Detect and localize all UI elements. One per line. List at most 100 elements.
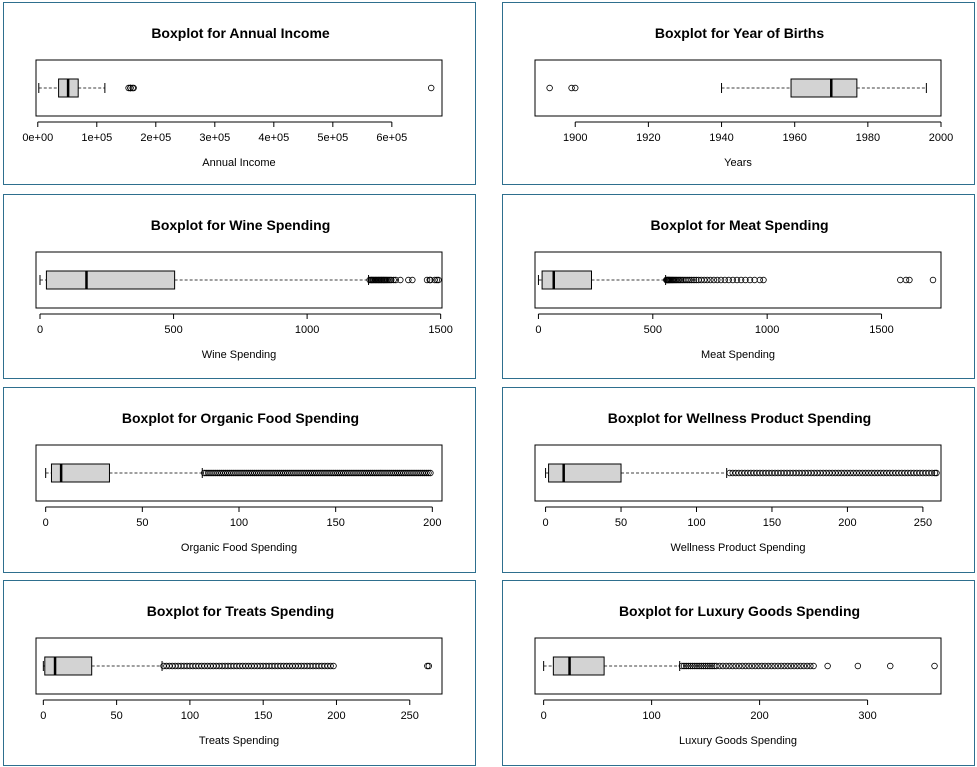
- x-tick-label: 50: [110, 710, 122, 722]
- outlier-point: [887, 662, 894, 670]
- outlier-point: [735, 662, 743, 670]
- outlier-point: [733, 276, 741, 284]
- outlier-point: [742, 276, 749, 284]
- outlier-point: [719, 662, 727, 670]
- x-tick-label: 200: [838, 517, 856, 529]
- x-axis-label: Treats Spending: [199, 735, 279, 747]
- outlier-point: [721, 276, 729, 284]
- outlier-point: [897, 276, 904, 284]
- outlier-point: [811, 469, 818, 477]
- chart-title: Boxplot for Meat Spending: [650, 217, 828, 233]
- x-tick-label: 0: [543, 517, 549, 529]
- x-axis-label: Wine Spending: [202, 349, 277, 361]
- x-tick-label: 0: [535, 324, 541, 336]
- x-tick-label: 250: [914, 517, 932, 529]
- iqr-box: [552, 656, 605, 676]
- outlier-point: [889, 469, 896, 477]
- x-axis-label: Luxury Goods Spending: [679, 735, 797, 747]
- x-tick-label: 4e+05: [258, 132, 289, 144]
- outlier-point: [916, 469, 924, 477]
- outlier-point: [739, 662, 746, 670]
- x-tick-label: 2000: [929, 132, 953, 144]
- chart-title: Boxplot for Luxury Goods Spending: [619, 603, 860, 619]
- outlier-point: [726, 662, 733, 670]
- outlier-point: [684, 276, 691, 284]
- outlier-point: [847, 469, 854, 477]
- outlier-point: [765, 469, 773, 477]
- outlier-point: [835, 469, 842, 477]
- x-tick-label: 1900: [563, 132, 587, 144]
- boxplot-svg: Boxplot for Meat Spending 0 500 1000 1500 Mea…: [534, 217, 942, 361]
- outlier-point: [804, 469, 812, 477]
- outlier-point: [800, 662, 808, 670]
- outlier-point: [428, 84, 435, 92]
- x-tick-label: 300: [858, 710, 876, 722]
- outlier-point: [698, 662, 705, 670]
- outlier-point: [688, 276, 695, 284]
- outlier-point: [708, 662, 716, 670]
- boxplot-panel: Boxplot for Year of Births 1900 1920 1940 19…: [502, 2, 975, 185]
- boxplot-svg: Boxplot for Treats Spending 0 50 100 150 200 2…: [35, 603, 443, 747]
- x-tick-label: 100: [230, 517, 248, 529]
- outlier-point: [130, 84, 137, 92]
- outlier-point: [330, 662, 337, 670]
- outlier-point: [780, 469, 788, 477]
- outlier-point: [750, 469, 758, 477]
- x-axis-label: Organic Food Spending: [181, 542, 297, 554]
- outlier-point: [906, 276, 913, 284]
- x-tick-label: 150: [326, 517, 344, 529]
- x-tick-label: 200: [423, 517, 441, 529]
- x-tick-label: 100: [687, 517, 705, 529]
- outlier-point: [824, 662, 831, 670]
- outlier-point: [859, 469, 866, 477]
- outlier-point: [714, 276, 721, 284]
- outlier-point: [390, 276, 397, 284]
- iqr-box: [790, 78, 858, 98]
- outlier-point: [774, 469, 782, 477]
- outlier-point: [856, 469, 863, 477]
- outlier-point: [928, 469, 936, 477]
- outlier-point: [701, 276, 708, 284]
- outlier-point: [886, 469, 893, 477]
- outlier-point: [677, 276, 685, 284]
- outlier-point: [883, 469, 890, 477]
- outlier-point: [704, 276, 711, 284]
- x-tick-label: 500: [164, 324, 182, 336]
- outlier-point: [777, 469, 785, 477]
- outlier-point: [747, 469, 755, 477]
- outlier-point: [405, 276, 412, 284]
- outlier-point: [862, 469, 869, 477]
- chart-title: Boxplot for Year of Births: [655, 25, 825, 41]
- outlier-point: [729, 662, 736, 670]
- outlier-point: [742, 662, 749, 670]
- iqr-box: [45, 270, 176, 290]
- outlier-point: [693, 276, 700, 284]
- boxplot-svg: Boxplot for Year of Births 1900 1920 1940 19…: [534, 25, 953, 169]
- x-tick-label: 0: [43, 517, 49, 529]
- outlier-point: [748, 662, 756, 670]
- outlier-point: [568, 84, 575, 92]
- outlier-point: [745, 662, 752, 670]
- outlier-point: [690, 276, 698, 284]
- outlier-point: [741, 469, 748, 477]
- plot-frame: [35, 59, 443, 117]
- outlier-point: [127, 84, 134, 92]
- outlier-point: [808, 469, 815, 477]
- plot-frame: [534, 59, 942, 117]
- x-tick-label: 0e+00: [22, 132, 53, 144]
- outlier-point: [707, 276, 714, 284]
- boxplot-panel: Boxplot for Annual Income 0e+00 1e+05 2e+05…: [3, 2, 476, 185]
- chart-title: Boxplot for Wellness Product Spending: [608, 410, 871, 426]
- outlier-point: [913, 469, 921, 477]
- x-tick-label: 1e+05: [81, 132, 112, 144]
- outlier-point: [722, 662, 730, 670]
- outlier-point: [844, 469, 851, 477]
- x-tick-label: 500: [644, 324, 662, 336]
- x-tick-label: 100: [181, 710, 199, 722]
- outlier-point: [425, 662, 433, 670]
- outlier-point: [752, 662, 759, 670]
- x-tick-label: 0: [37, 324, 43, 336]
- outlier-point: [680, 662, 688, 670]
- outlier-point: [877, 469, 884, 477]
- outlier-point: [431, 276, 438, 284]
